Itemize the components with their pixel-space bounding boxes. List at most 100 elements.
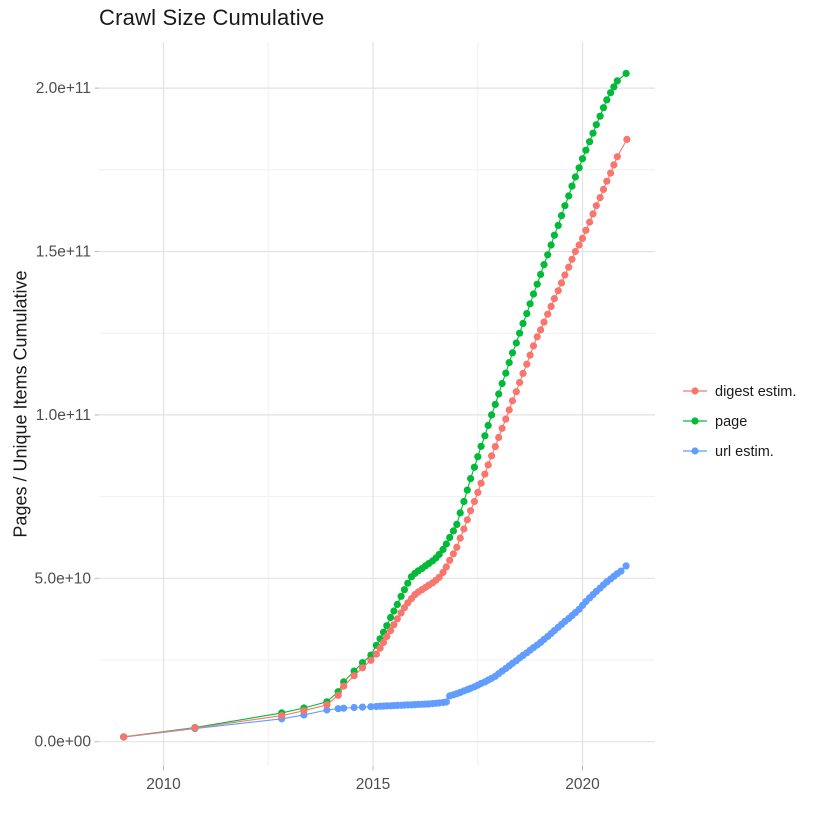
data-point-page — [610, 83, 618, 91]
data-point-page — [508, 349, 517, 357]
data-point-digest-estim — [599, 185, 608, 193]
data-point-digest-estim — [442, 563, 450, 571]
legend-key-point-digest-estim — [691, 387, 699, 395]
data-point-url-estim — [334, 705, 342, 713]
legend: digest estim. page url estim. — [683, 384, 796, 460]
data-point-page — [592, 121, 600, 129]
data-point-url-estim — [358, 703, 367, 711]
data-point-page — [463, 486, 471, 494]
data-point-page — [607, 89, 615, 97]
data-point-digest-estim — [586, 218, 594, 226]
data-point-page — [502, 369, 510, 377]
legend-item-page: page — [683, 414, 747, 430]
data-point-digest-estim — [390, 621, 398, 629]
data-point-page — [565, 192, 573, 200]
data-point-page — [544, 251, 552, 259]
chart-title: Crawl Size Cumulative — [99, 5, 325, 30]
data-point-page — [484, 421, 492, 429]
data-point-page — [477, 442, 485, 450]
data-point-digest-estim — [488, 452, 496, 460]
data-point-page — [474, 453, 482, 461]
data-point-digest-estim — [603, 177, 611, 185]
data-point-page — [622, 69, 630, 77]
data-point-page — [519, 319, 527, 327]
data-point-digest-estim — [623, 135, 631, 143]
data-point-digest-estim — [474, 488, 482, 496]
data-point-page — [557, 212, 566, 220]
data-point-digest-estim — [350, 672, 358, 680]
y-tick-label: 1.5e+11 — [36, 244, 91, 261]
data-point-page — [516, 329, 524, 337]
series-digest-estim — [120, 135, 631, 741]
data-point-digest-estim — [540, 318, 548, 326]
data-point-digest-estim — [334, 691, 342, 699]
data-point-digest-estim — [571, 247, 580, 256]
data-point-digest-estim — [519, 369, 527, 377]
data-point-page — [456, 509, 464, 517]
data-point-digest-estim — [537, 326, 545, 334]
data-point-digest-estim — [526, 351, 534, 359]
data-point-page — [495, 390, 503, 398]
data-point-digest-estim — [387, 627, 395, 635]
data-point-page — [547, 241, 555, 249]
data-point-digest-estim — [512, 388, 520, 396]
data-point-page — [367, 651, 375, 659]
data-point-digest-estim — [383, 632, 391, 641]
data-point-url-estim — [350, 703, 358, 712]
data-point-page — [529, 290, 538, 298]
data-point-page — [575, 164, 583, 172]
data-point-page — [397, 592, 405, 600]
y-axis-labels: 0.0e+00 5.0e+10 1.0e+11 1.5e+11 2.0e+11 — [35, 80, 92, 751]
data-point-digest-estim — [502, 415, 510, 423]
legend-label-digest-estim: digest estim. — [715, 384, 796, 400]
data-point-digest-estim — [557, 279, 566, 287]
data-point-url-estim — [340, 704, 348, 712]
data-point-digest-estim — [523, 360, 531, 368]
data-point-digest-estim — [565, 263, 573, 271]
data-point-digest-estim — [278, 712, 286, 720]
data-point-page — [596, 112, 604, 120]
y-tick-label: 5.0e+10 — [35, 570, 92, 587]
data-point-digest-estim — [477, 479, 485, 487]
gridlines — [99, 42, 655, 766]
data-point-url-estim — [367, 703, 375, 711]
data-point-page — [599, 104, 608, 112]
x-tick-label: 2010 — [146, 776, 181, 793]
data-point-digest-estim — [484, 461, 492, 469]
data-point-digest-estim — [323, 701, 331, 709]
data-point-page — [526, 300, 534, 308]
data-point-page — [568, 182, 576, 190]
y-tick-label: 2.0e+11 — [36, 80, 91, 97]
legend-key-point-page — [691, 417, 699, 425]
data-point-page — [453, 520, 461, 529]
data-point-digest-estim — [435, 573, 443, 581]
data-point-digest-estim — [372, 650, 380, 658]
data-point-digest-estim — [191, 724, 199, 732]
data-point-page — [383, 622, 391, 630]
data-point-digest-estim — [508, 397, 517, 405]
data-point-page — [589, 129, 597, 137]
data-point-digest-estim — [589, 210, 597, 218]
data-point-digest-estim — [470, 497, 478, 506]
data-point-digest-estim — [463, 516, 471, 524]
data-point-page — [390, 607, 398, 615]
data-point-digest-estim — [529, 342, 538, 350]
data-point-digest-estim — [460, 525, 468, 533]
data-point-digest-estim — [547, 302, 555, 310]
data-point-digest-estim — [453, 543, 461, 551]
data-point-digest-estim — [578, 234, 587, 242]
data-point-digest-estim — [376, 644, 384, 652]
data-point-digest-estim — [397, 609, 405, 617]
x-tick-label: 2020 — [565, 776, 600, 793]
data-point-page — [449, 527, 457, 535]
data-point-page — [400, 586, 408, 594]
data-point-digest-estim — [610, 161, 618, 169]
data-point-digest-estim — [533, 333, 541, 341]
data-point-digest-estim — [120, 733, 128, 741]
data-point-digest-estim — [505, 406, 513, 414]
data-point-digest-estim — [607, 169, 615, 177]
legend-item-digest-estim: digest estim. — [683, 384, 796, 400]
data-point-page — [470, 463, 478, 471]
